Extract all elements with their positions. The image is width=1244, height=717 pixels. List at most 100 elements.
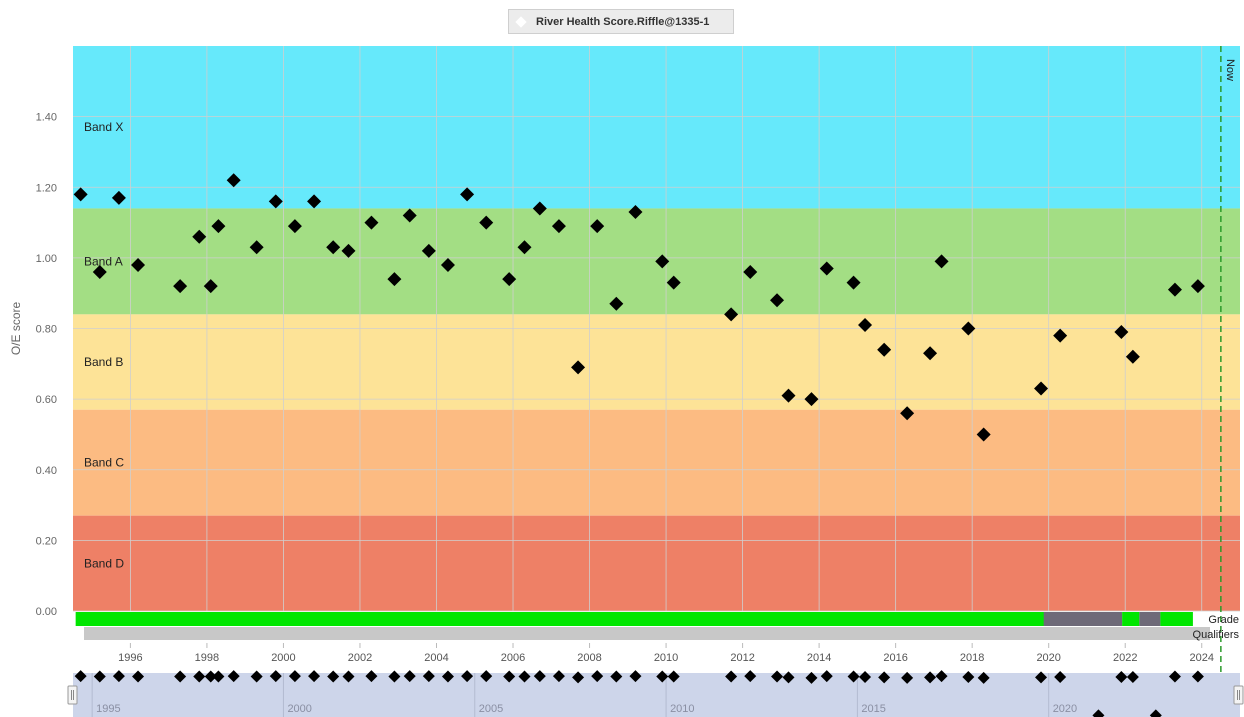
navigator-handle-left[interactable] <box>67 685 78 705</box>
data-point <box>609 296 624 311</box>
x-tick-label: 2014 <box>807 652 831 664</box>
grade-segment <box>1122 612 1140 626</box>
data-point <box>479 215 494 230</box>
qualifiers-label: Qualifiers <box>1193 629 1240 641</box>
band-label: Band D <box>84 556 124 570</box>
x-tick-label: 2010 <box>654 652 678 664</box>
navigator-handle-right[interactable] <box>1233 685 1244 705</box>
data-point <box>846 275 861 290</box>
data-point <box>858 317 873 332</box>
data-point <box>440 257 455 272</box>
x-tick-label: 2006 <box>501 652 525 664</box>
navigator-point <box>935 670 948 683</box>
data-point <box>666 275 681 290</box>
navigator-point <box>1115 670 1128 683</box>
data-point <box>923 346 938 361</box>
data-point <box>590 219 605 234</box>
navigator-point <box>342 670 355 683</box>
legend-item[interactable]: River Health Score.Riffle@1335-1 <box>508 9 734 34</box>
navigator-tick-label: 2020 <box>1053 703 1077 715</box>
navigator-point <box>212 670 225 683</box>
y-tick-label: 0.40 <box>36 465 57 477</box>
navigator-point <box>962 670 975 683</box>
navigator-point <box>533 670 546 683</box>
navigator-point <box>132 670 145 683</box>
navigator-point <box>403 670 416 683</box>
x-tick-label: 2002 <box>348 652 372 664</box>
band-label: Band A <box>84 254 123 268</box>
data-point <box>402 208 417 223</box>
navigator-point <box>610 670 623 683</box>
x-tick-label: 2012 <box>730 652 754 664</box>
navigator-point <box>388 670 401 683</box>
y-tick-label: 0.00 <box>36 606 57 618</box>
data-point <box>961 321 976 336</box>
navigator-point <box>1126 670 1139 683</box>
data-point <box>804 392 819 407</box>
navigator-point <box>656 670 669 683</box>
navigator-tick-label: 2000 <box>287 703 311 715</box>
data-point <box>517 240 532 255</box>
data-point <box>1053 328 1068 343</box>
navigator-background <box>73 673 1240 717</box>
navigator-point <box>591 670 604 683</box>
x-tick-label: 2004 <box>424 652 448 664</box>
data-point <box>307 194 322 209</box>
navigator-point <box>269 670 282 683</box>
navigator-point <box>480 670 493 683</box>
navigator-point <box>977 671 990 684</box>
x-tick-label: 2016 <box>883 652 907 664</box>
navigator-tick-label: 1995 <box>96 703 120 715</box>
qualifiers-bar <box>84 627 1210 640</box>
data-point <box>1114 325 1129 340</box>
y-tick-label: 0.80 <box>36 324 57 336</box>
data-point <box>173 279 188 294</box>
navigator-point <box>193 670 206 683</box>
data-point <box>326 240 341 255</box>
navigator-point <box>859 670 872 683</box>
x-tick-label: 2018 <box>960 652 984 664</box>
data-point <box>226 173 241 188</box>
navigator-point <box>820 670 833 683</box>
navigator-point <box>204 670 217 683</box>
data-point <box>203 279 218 294</box>
data-point <box>532 201 547 216</box>
x-tick-label: 2022 <box>1113 652 1137 664</box>
navigator-point <box>288 670 301 683</box>
navigator-point <box>518 670 531 683</box>
grade-label: Grade <box>1208 614 1239 626</box>
navigator-point <box>74 670 87 683</box>
navigator-tick-label: 2015 <box>861 703 885 715</box>
x-tick-label: 2024 <box>1189 652 1213 664</box>
navigator-point <box>552 670 565 683</box>
data-point <box>211 219 226 234</box>
grade-segment <box>75 612 1049 626</box>
data-point <box>628 204 643 219</box>
navigator-point <box>227 670 240 683</box>
navigator-point <box>744 670 757 683</box>
navigator-point <box>805 671 818 684</box>
navigator-point <box>250 670 263 683</box>
navigator-point <box>365 670 378 683</box>
data-point <box>900 406 915 421</box>
data-point <box>287 219 302 234</box>
x-tick-label: 2000 <box>271 652 295 664</box>
navigator-point <box>1092 709 1105 717</box>
y-tick-label: 0.20 <box>36 535 57 547</box>
navigator-tick-label: 2010 <box>670 703 694 715</box>
navigator-point <box>174 670 187 683</box>
navigator-point <box>1168 670 1181 683</box>
band-label: Band C <box>84 456 124 470</box>
data-point <box>770 293 785 308</box>
data-point <box>92 265 107 279</box>
y-axis-title: O/E score <box>9 302 23 356</box>
navigator-tick-label: 2005 <box>479 703 503 715</box>
data-point <box>551 219 566 234</box>
data-point <box>743 265 758 279</box>
navigator-point <box>725 670 738 683</box>
navigator-point <box>422 670 435 683</box>
band-band-c <box>73 409 1240 516</box>
y-tick-label: 1.20 <box>36 182 57 194</box>
data-point <box>111 190 126 205</box>
